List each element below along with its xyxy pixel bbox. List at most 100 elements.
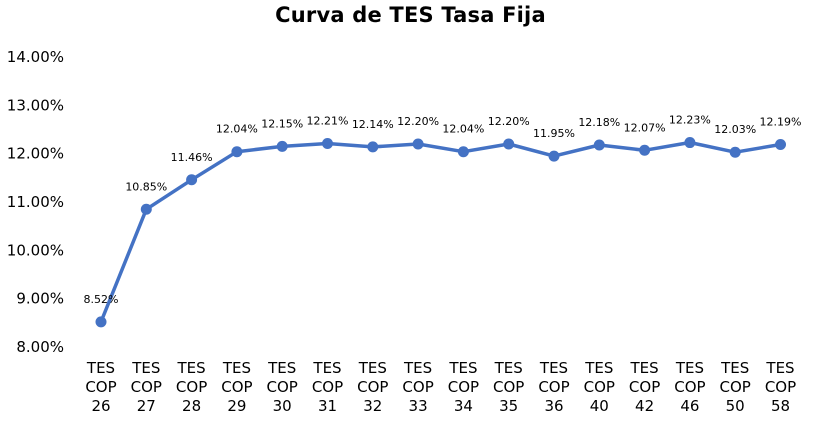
data-label: 12.20% [488, 115, 530, 128]
x-tick-line: TES [177, 359, 206, 377]
x-tick-line: 50 [726, 397, 745, 415]
x-tick-line: TES [765, 359, 794, 377]
data-point [593, 139, 605, 151]
x-tick-line: 58 [771, 397, 790, 415]
data-label: 12.23% [669, 114, 711, 127]
x-tick-line: COP [85, 378, 116, 396]
x-tick-line: TES [86, 359, 115, 377]
x-tick-line: 34 [454, 397, 473, 415]
x-tick-line: COP [176, 378, 207, 396]
x-tick-line: COP [131, 378, 162, 396]
data-point [775, 138, 786, 150]
x-tick-line: COP [357, 378, 388, 396]
x-axis: TESCOP26TESCOP27TESCOP28TESCOP29TESCOP30… [85, 359, 796, 415]
data-point [95, 316, 107, 328]
x-tick-line: TES [448, 359, 477, 377]
x-tick-line: 28 [182, 397, 201, 415]
x-tick-line: TES [494, 359, 523, 377]
y-tick-label: 12.00% [7, 145, 64, 163]
x-tick-line: COP [765, 378, 796, 396]
data-point [729, 146, 741, 158]
data-point [684, 137, 696, 149]
x-tick-line: COP [448, 378, 479, 396]
x-tick-line: COP [312, 378, 343, 396]
x-tick-line: 32 [363, 397, 382, 415]
data-point [231, 146, 243, 158]
x-tick-line: TES [222, 359, 251, 377]
data-point [322, 138, 333, 150]
x-tick-line: TES [312, 359, 341, 377]
x-tick-line: TES [131, 359, 160, 377]
x-tick-line: COP [674, 378, 705, 396]
x-tick-line: TES [584, 359, 613, 377]
series-line-group [95, 137, 786, 328]
chart-title: Curva de TES Tasa Fija [275, 3, 546, 27]
y-tick-label: 10.00% [7, 241, 64, 259]
x-tick-line: TES [675, 359, 704, 377]
x-tick-line: 30 [273, 397, 292, 415]
x-tick-line: 27 [137, 397, 156, 415]
x-tick-line: COP [720, 378, 751, 396]
y-tick-label: 14.00% [7, 48, 64, 66]
data-labels-group: 8.52%10.85%11.46%12.04% 12.15% 12.21% 12.14… [84, 114, 802, 306]
data-label: 12.15% [261, 117, 303, 130]
x-tick-line: COP [584, 378, 615, 396]
y-tick-label: 8.00% [16, 338, 64, 356]
data-label: 12.20% [397, 115, 439, 128]
y-tick-label: 13.00% [7, 96, 64, 114]
x-tick-line: TES [539, 359, 568, 377]
data-point [412, 138, 424, 150]
y-tick-label: 11.00% [7, 193, 64, 211]
x-tick-line: COP [267, 378, 298, 396]
data-label: 12.21% [307, 115, 349, 128]
x-tick-line: 29 [227, 397, 246, 415]
data-point [276, 140, 288, 152]
x-tick-line: TES [720, 359, 749, 377]
data-label: 12.18% [578, 116, 620, 129]
data-point [548, 150, 560, 162]
y-axis: 8.00% 9.00% 10.00% 11.00% 12.00% 13.00% 14.00% [7, 48, 64, 356]
data-point [639, 144, 651, 156]
x-tick-line: TES [403, 359, 432, 377]
x-tick-line: COP [493, 378, 524, 396]
x-tick-line: COP [221, 378, 252, 396]
x-tick-line: TES [630, 359, 659, 377]
x-tick-line: COP [629, 378, 660, 396]
data-point [503, 138, 515, 150]
data-point [186, 174, 198, 186]
x-tick-line: 36 [544, 397, 563, 415]
x-tick-line: 46 [680, 397, 699, 415]
x-tick-line: TES [267, 359, 296, 377]
data-label: 12.19% [760, 115, 802, 128]
x-tick-line: 40 [590, 397, 609, 415]
data-label: 10.85% [125, 180, 167, 193]
data-label: 12.04% [442, 123, 484, 136]
x-tick-line: 31 [318, 397, 337, 415]
data-label: 12.03% [714, 123, 756, 136]
x-tick-line: 35 [499, 397, 518, 415]
series-line [99, 140, 783, 324]
data-label: 12.14% [352, 118, 394, 131]
x-tick-line: COP [402, 378, 433, 396]
data-label: 12.07% [624, 121, 666, 134]
data-point [140, 203, 152, 215]
x-tick-line: 26 [91, 397, 110, 415]
data-point [367, 141, 379, 153]
data-point [457, 146, 469, 158]
